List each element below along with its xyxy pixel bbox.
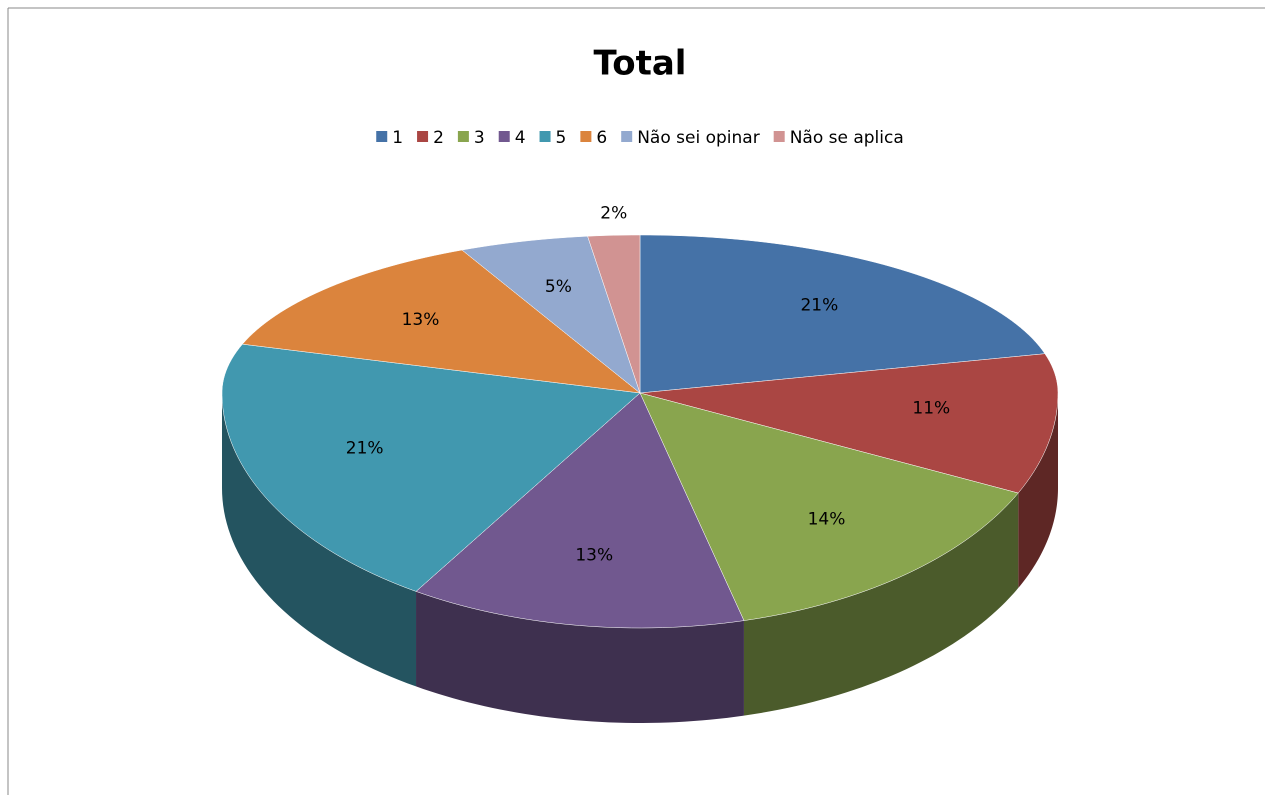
legend-label: 2 xyxy=(433,128,444,148)
legend-label: 1 xyxy=(392,128,403,148)
legend-swatch xyxy=(773,131,785,142)
pie-slice xyxy=(639,392,1019,621)
legend-swatch xyxy=(417,131,429,142)
pie-slice xyxy=(587,234,641,394)
legend: 1 2 3 4 5 6 Não sei opinar Não se aplica xyxy=(376,128,904,148)
data-label: 13% xyxy=(575,545,613,565)
pie-tops xyxy=(221,234,1059,629)
legend-label: Não sei opinar xyxy=(637,128,759,148)
legend-label: Não se aplica xyxy=(790,128,904,148)
pie-slice xyxy=(241,249,641,394)
pie-sides xyxy=(222,393,1058,723)
data-label: 14% xyxy=(808,510,846,530)
legend-swatch xyxy=(539,131,551,142)
legend-label: 3 xyxy=(474,128,485,148)
chart-title: Total xyxy=(594,44,687,84)
slice-side xyxy=(416,591,744,723)
data-label: 21% xyxy=(800,296,838,316)
pie-slice xyxy=(639,353,1059,494)
slice-side xyxy=(222,393,417,687)
pie-slice xyxy=(639,234,1046,394)
legend-swatch xyxy=(457,131,469,142)
legend-swatch xyxy=(621,131,633,142)
legend-swatch xyxy=(580,131,592,142)
pie-slice xyxy=(415,392,745,629)
data-label: 13% xyxy=(402,310,440,330)
data-label: 2% xyxy=(600,203,627,223)
legend-label: 6 xyxy=(596,128,607,148)
slice-side xyxy=(1018,393,1058,589)
pie-slice xyxy=(221,343,641,592)
pie-slice xyxy=(461,235,641,394)
legend-label: 5 xyxy=(556,128,567,148)
data-label: 11% xyxy=(912,398,950,418)
data-label: 21% xyxy=(346,439,384,459)
legend-swatch xyxy=(498,131,510,142)
data-label: 5% xyxy=(545,277,572,297)
slice-side xyxy=(743,493,1019,716)
legend-swatch xyxy=(376,131,388,142)
legend-label: 4 xyxy=(515,128,526,148)
